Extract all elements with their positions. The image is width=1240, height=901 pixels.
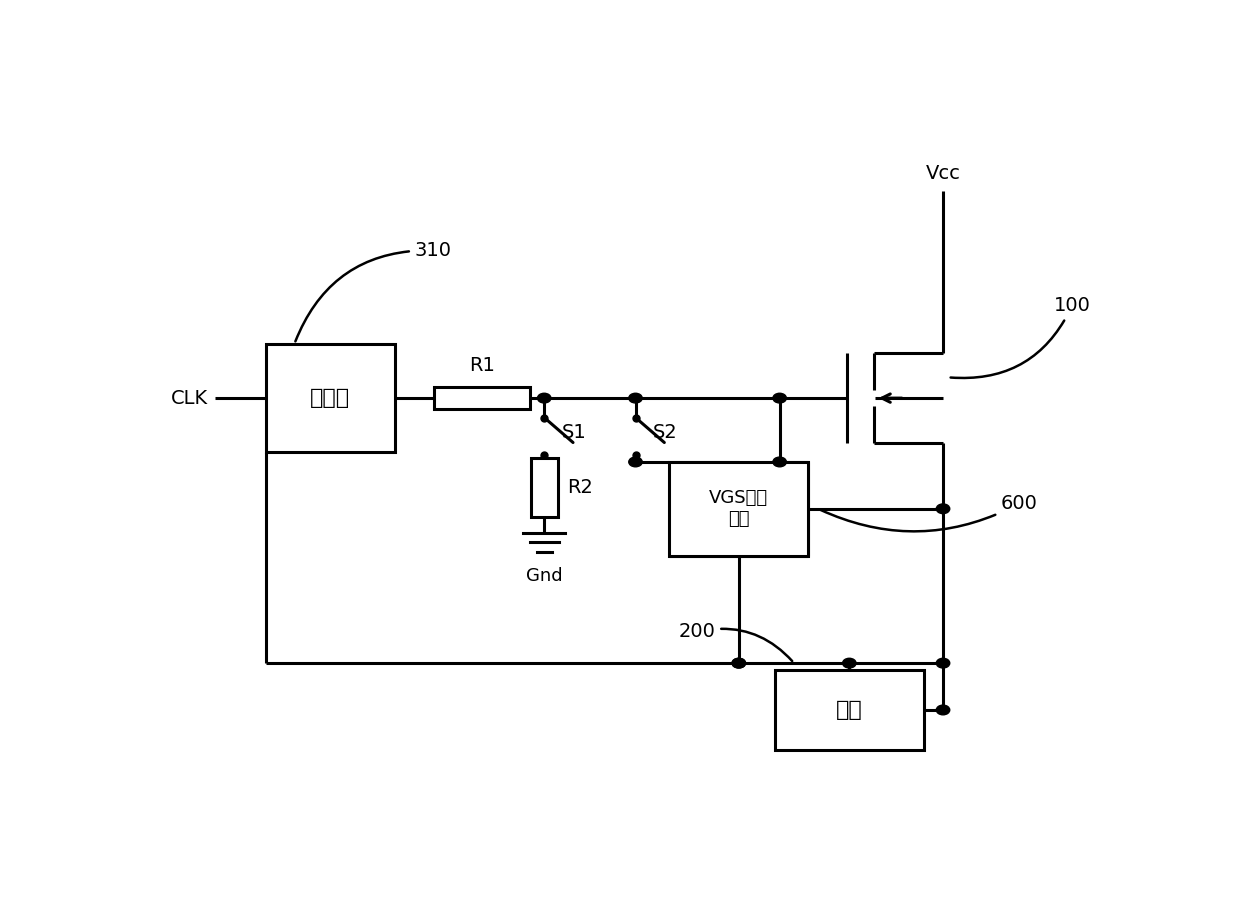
Circle shape <box>629 457 642 467</box>
Circle shape <box>537 393 551 403</box>
FancyBboxPatch shape <box>434 387 529 409</box>
Text: S2: S2 <box>652 423 677 442</box>
FancyBboxPatch shape <box>670 462 808 556</box>
Text: R1: R1 <box>469 356 495 375</box>
Circle shape <box>732 659 745 668</box>
Text: 100: 100 <box>951 296 1090 378</box>
FancyBboxPatch shape <box>531 459 558 517</box>
Text: R2: R2 <box>567 478 593 497</box>
Text: 负载: 负载 <box>836 700 863 720</box>
FancyBboxPatch shape <box>265 344 396 451</box>
Circle shape <box>773 457 786 467</box>
FancyBboxPatch shape <box>775 670 924 750</box>
Circle shape <box>843 659 856 668</box>
Circle shape <box>936 705 950 714</box>
Text: 电荷泵: 电荷泵 <box>310 387 351 408</box>
Text: VGS保护
电路: VGS保护 电路 <box>709 489 769 528</box>
Circle shape <box>629 393 642 403</box>
Circle shape <box>936 504 950 514</box>
Circle shape <box>732 659 745 668</box>
Circle shape <box>773 393 786 403</box>
Text: 310: 310 <box>295 241 451 341</box>
Text: 600: 600 <box>821 494 1038 532</box>
Text: Vcc: Vcc <box>925 164 961 183</box>
Text: 200: 200 <box>678 623 792 661</box>
Text: Gnd: Gnd <box>526 568 563 586</box>
Text: S1: S1 <box>562 423 587 442</box>
Circle shape <box>936 659 950 668</box>
Text: CLK: CLK <box>171 388 208 407</box>
